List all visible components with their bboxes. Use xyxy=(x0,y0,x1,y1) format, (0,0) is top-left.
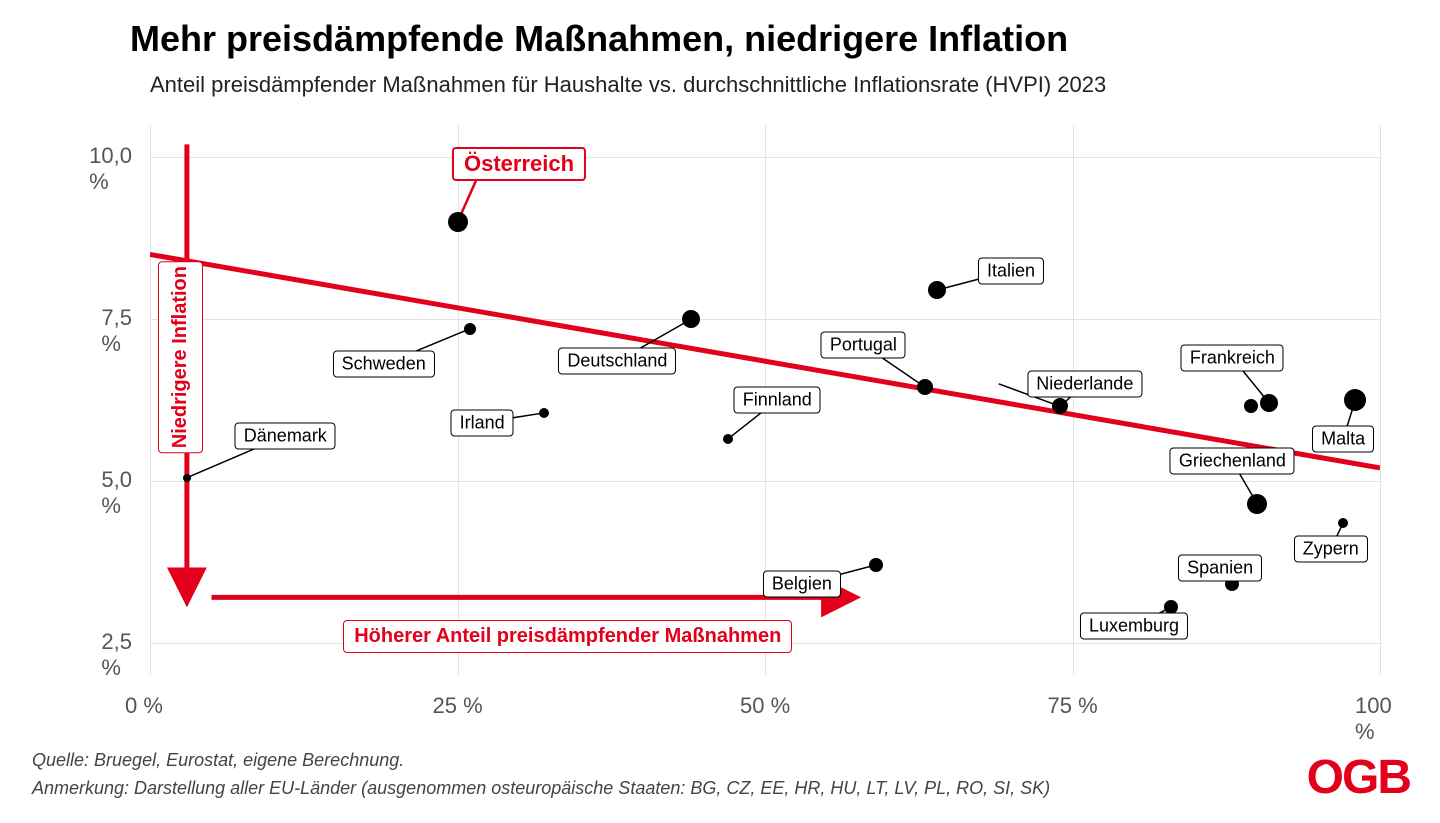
plot-area: 0 %25 %50 %75 %100 %2,5 %5,0 %7,5 %10,0 … xyxy=(150,125,1380,675)
footer-source: Quelle: Bruegel, Eurostat, eigene Berech… xyxy=(32,750,404,771)
scatter-point-Frankreich2 xyxy=(1244,399,1258,413)
x-tick-label: 75 % xyxy=(1048,693,1098,719)
page-title: Mehr preisdämpfende Maßnahmen, niedriger… xyxy=(130,18,1068,60)
highlight-label-austria: Österreich xyxy=(452,147,586,181)
x-gridline xyxy=(1073,125,1074,675)
x-tick-label: 0 % xyxy=(125,693,163,719)
scatter-point-Dänemark xyxy=(183,474,191,482)
y-tick-label: 7,5 % xyxy=(101,305,132,357)
country-label-Irland: Irland xyxy=(451,409,514,436)
x-tick-label: 25 % xyxy=(433,693,483,719)
scatter-point-Frankreich xyxy=(1260,394,1278,412)
country-label-Frankreich: Frankreich xyxy=(1181,344,1284,371)
x-axis-annotation: Höherer Anteil preisdämpfender Maßnahmen xyxy=(343,620,792,653)
x-tick-label: 100 % xyxy=(1355,693,1392,745)
scatter-point-Zypern xyxy=(1338,518,1348,528)
y-tick-label: 5,0 % xyxy=(101,467,132,519)
country-label-Griechenland: Griechenland xyxy=(1170,448,1295,475)
country-label-Deutschland: Deutschland xyxy=(558,348,676,375)
y-tick-label: 10,0 % xyxy=(89,143,132,195)
scatter-point-Italien xyxy=(928,281,946,299)
country-label-Schweden: Schweden xyxy=(333,351,435,378)
country-label-Italien: Italien xyxy=(978,257,1044,284)
country-label-Portugal: Portugal xyxy=(821,332,906,359)
scatter-point-Irland xyxy=(539,408,549,418)
scatter-point-Niederlande xyxy=(1052,398,1068,414)
x-gridline xyxy=(1380,125,1381,675)
y-gridline xyxy=(150,481,1380,482)
country-label-Spanien: Spanien xyxy=(1178,555,1262,582)
ogb-logo: OGB xyxy=(1307,750,1410,805)
x-tick-label: 50 % xyxy=(740,693,790,719)
x-gridline xyxy=(458,125,459,675)
scatter-point-Malta xyxy=(1344,389,1366,411)
country-label-Zypern: Zypern xyxy=(1294,535,1368,562)
y-axis-annotation: Niedrigere Inflation xyxy=(158,261,203,453)
footer-note: Anmerkung: Darstellung aller EU-Länder (… xyxy=(32,778,1050,799)
scatter-point-austria xyxy=(448,212,468,232)
logo-text-rest: GB xyxy=(1342,751,1410,804)
scatter-point-Deutschland xyxy=(682,310,700,328)
country-label-Finnland: Finnland xyxy=(734,387,821,414)
scatter-point-Belgien xyxy=(869,558,883,572)
scatter-point-Schweden xyxy=(464,323,476,335)
scatter-point-Portugal xyxy=(917,379,933,395)
scatter-point-Luxemburg xyxy=(1164,600,1178,614)
scatter-point-Finnland xyxy=(723,434,733,444)
y-tick-label: 2,5 % xyxy=(101,629,132,681)
country-label-Niederlande: Niederlande xyxy=(1027,370,1142,397)
country-label-Malta: Malta xyxy=(1312,425,1374,452)
scatter-point-Griechenland xyxy=(1247,494,1267,514)
country-label-Belgien: Belgien xyxy=(763,571,841,598)
logo-o-icon: O xyxy=(1307,750,1342,805)
chart-root: Mehr preisdämpfende Maßnahmen, niedriger… xyxy=(0,0,1440,823)
y-gridline xyxy=(150,319,1380,320)
y-gridline xyxy=(150,157,1380,158)
country-label-Luxemburg: Luxemburg xyxy=(1080,613,1188,640)
subtitle: Anteil preisdämpfender Maßnahmen für Hau… xyxy=(150,72,1106,98)
x-gridline xyxy=(150,125,151,675)
country-label-Dänemark: Dänemark xyxy=(235,422,336,449)
